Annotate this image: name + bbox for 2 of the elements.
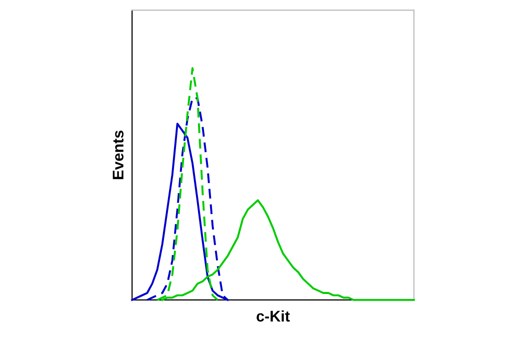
y-axis-title: Events [112, 130, 124, 180]
x-axis-title: c-Kit [256, 310, 290, 322]
